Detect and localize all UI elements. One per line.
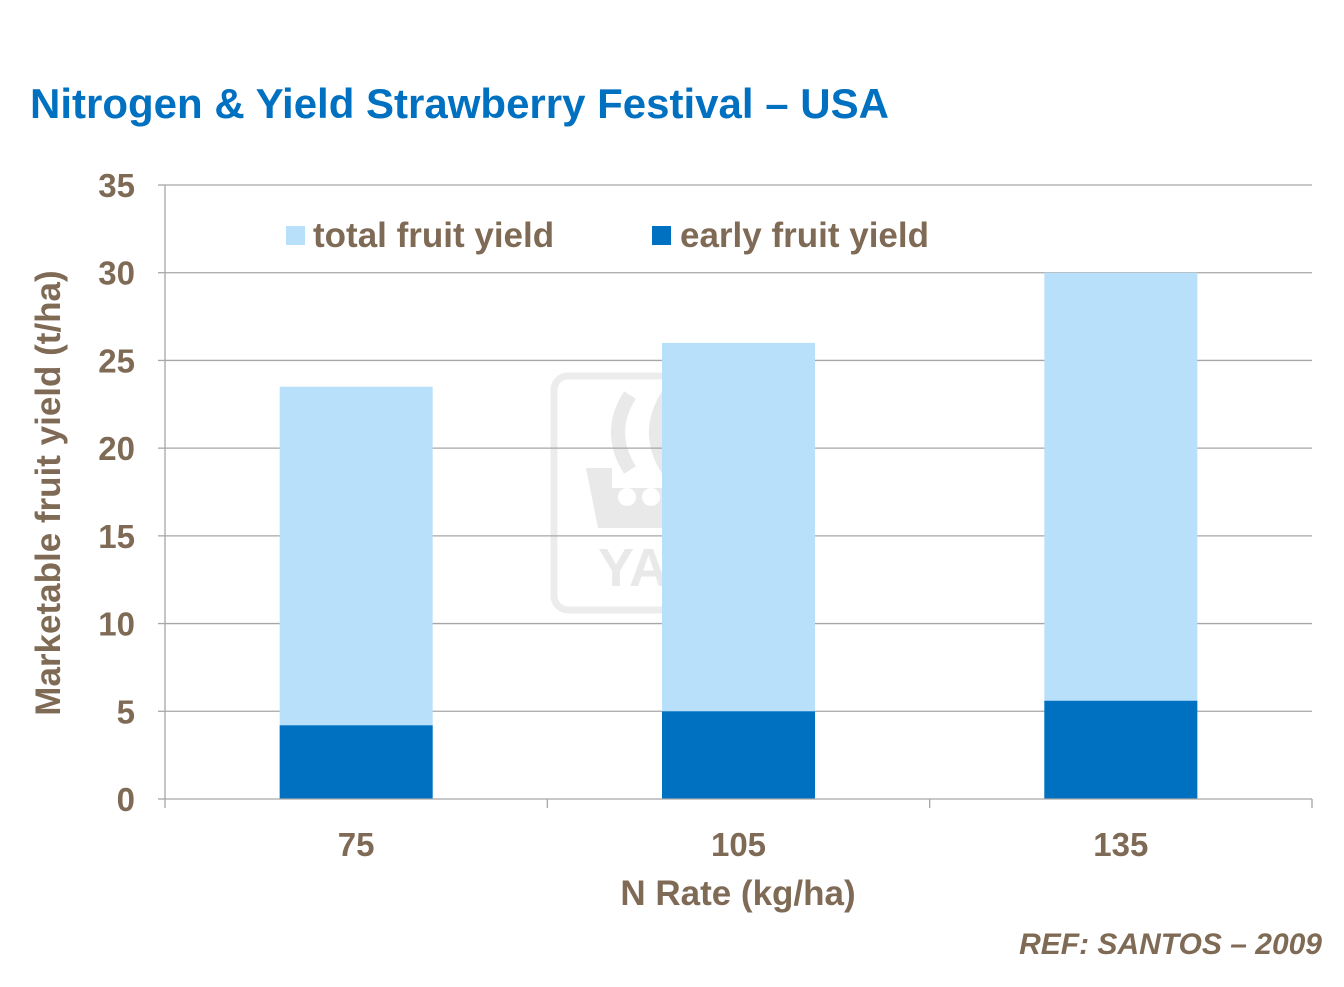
y-tick-label: 5 (117, 693, 135, 730)
bars (279, 272, 1198, 799)
bar-early-fruit-yield-105 (662, 711, 815, 799)
y-axis-title: Marketable fruit yield (t/ha) (29, 270, 68, 715)
y-tick-label: 30 (98, 255, 135, 292)
y-tick-label: 10 (98, 606, 135, 643)
x-tick-label: 135 (1093, 826, 1148, 863)
y-tick-label: 25 (98, 342, 135, 379)
axes: 0 5 10 15 20 25 30 35 75 105 135 (98, 167, 1313, 863)
legend: total fruit yield early fruit yield (286, 216, 929, 255)
legend-label-total-fruit-yield: total fruit yield (313, 216, 554, 255)
reference-note: REF: SANTOS – 2009 (1019, 928, 1322, 961)
bar-early-fruit-yield-75 (279, 725, 433, 799)
x-axis-title: N Rate (kg/ha) (620, 874, 855, 913)
y-tick-label: 0 (117, 781, 135, 818)
chart-title: Nitrogen & Yield Strawberry Festival – U… (30, 80, 889, 127)
legend-label-early-fruit-yield: early fruit yield (680, 216, 929, 255)
bar-early-fruit-yield-135 (1044, 700, 1198, 799)
y-tick-label: 35 (98, 167, 135, 204)
y-tick-label: 20 (98, 430, 135, 467)
y-tick-label: 15 (98, 518, 135, 555)
x-tick-label: 105 (711, 826, 766, 863)
legend-swatch-early-fruit-yield (652, 226, 671, 245)
x-tick-label: 75 (338, 826, 375, 863)
legend-swatch-total-fruit-yield (286, 226, 305, 245)
